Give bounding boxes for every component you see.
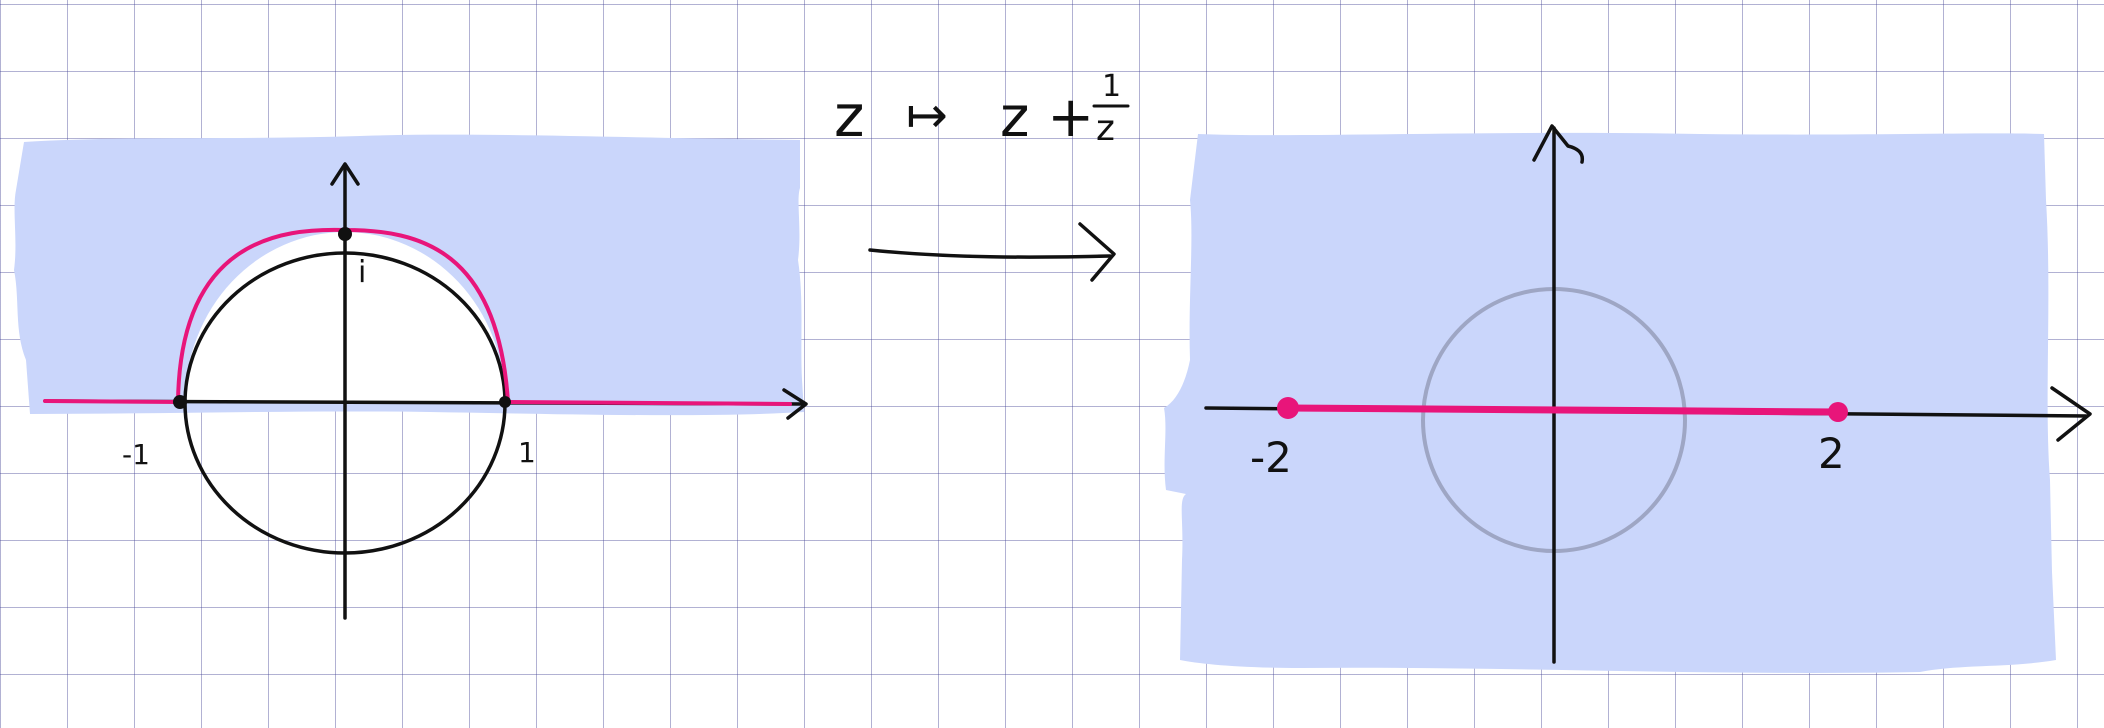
formula-maps-to: ↦: [906, 86, 948, 144]
transformation-arrow-shaft: [868, 248, 1112, 259]
right-real-axis-arrowhead: [2050, 386, 2092, 442]
left-highlight-ray-positive: [503, 400, 792, 406]
right-plane: -2 2: [1164, 124, 2092, 673]
left-real-axis-arrowhead: [782, 388, 808, 420]
map-formula: z ↦ z + 1 z: [834, 69, 1130, 150]
right-point-two: [1828, 402, 1848, 422]
formula-input-var: z: [834, 82, 864, 150]
left-highlight-ray-negative: [43, 399, 182, 404]
right-highlight-segment: [1283, 404, 1842, 416]
transformation-arrow: [868, 222, 1116, 282]
left-point-i: [338, 227, 352, 241]
left-imaginary-axis-arrowhead: [330, 162, 360, 186]
right-imaginary-axis-arrowhead: [1532, 124, 1585, 164]
formula-fraction-denominator: z: [1096, 108, 1115, 149]
transformation-arrow-head: [1078, 222, 1116, 282]
left-point-one: [499, 396, 511, 408]
left-plane: -1 1 i: [14, 134, 808, 620]
right-plane-region: [1164, 132, 2056, 673]
left-label-one: 1: [518, 436, 536, 469]
left-point-neg-one: [173, 395, 187, 409]
right-label-neg-two: -2: [1250, 433, 1292, 482]
right-label-two: 2: [1818, 429, 1845, 478]
right-point-neg-two: [1277, 397, 1299, 419]
formula-fraction-numerator: 1: [1102, 69, 1121, 104]
left-label-neg-one: -1: [122, 438, 150, 471]
left-label-i: i: [358, 255, 366, 290]
formula-output-expr: z +: [1000, 85, 1094, 150]
